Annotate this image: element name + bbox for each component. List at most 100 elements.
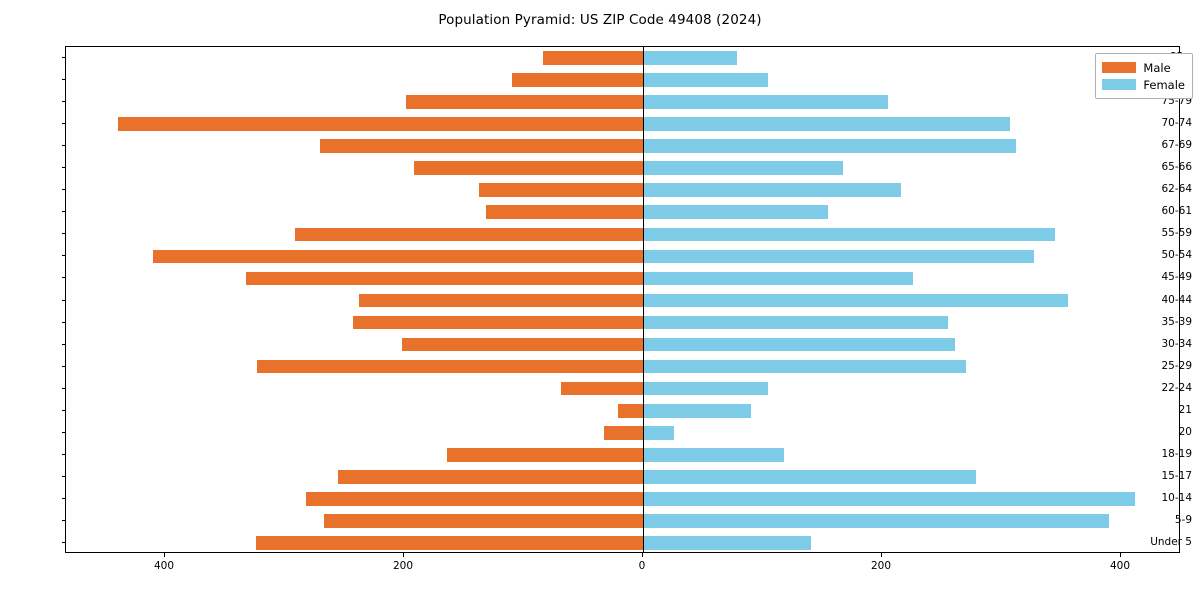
y-tick-mark <box>61 299 65 301</box>
legend-swatch-male <box>1102 62 1137 73</box>
bar-row <box>66 315 1179 330</box>
legend-item-female[interactable]: Female <box>1102 76 1185 93</box>
bar-male-30-34 <box>401 337 643 352</box>
y-tick-mark <box>61 409 65 411</box>
y-tick-mark <box>61 145 65 147</box>
y-tick-mark <box>61 519 65 521</box>
bar-female-70-74 <box>643 117 1010 131</box>
y-tick-label-18-19: 18-19 <box>1161 447 1192 460</box>
bar-row <box>66 447 1179 462</box>
y-tick-label-21: 21 <box>1178 403 1192 416</box>
bar-male-under-5 <box>255 536 643 550</box>
y-tick-label-30-34: 30-34 <box>1161 337 1192 350</box>
bar-row <box>66 359 1179 374</box>
y-tick-mark <box>61 431 65 433</box>
x-tick-mark <box>403 553 404 557</box>
y-tick-mark <box>61 189 65 191</box>
y-tick-label-22-24: 22-24 <box>1161 381 1192 394</box>
bar-male-18-19 <box>447 447 643 462</box>
x-tick-mark <box>881 553 882 557</box>
bar-male-35-39 <box>352 315 643 330</box>
y-tick-mark <box>61 453 65 455</box>
bar-row <box>66 492 1179 506</box>
bar-male-25-29 <box>257 359 643 374</box>
bar-row <box>66 183 1179 198</box>
x-tick-mark <box>642 553 643 557</box>
plot-area <box>65 46 1180 553</box>
bar-male-45-49 <box>246 271 643 286</box>
y-tick-label-35-39: 35-39 <box>1161 315 1192 328</box>
bar-female-67-69 <box>643 139 1016 154</box>
bar-row <box>66 381 1179 396</box>
y-tick-label-under-5: Under 5 <box>1150 535 1192 548</box>
y-tick-mark <box>61 321 65 323</box>
x-tick-label: 0 <box>638 560 646 572</box>
bar-row <box>66 161 1179 176</box>
bar-row <box>66 205 1179 220</box>
bar-row <box>66 337 1179 352</box>
bar-row <box>66 95 1179 109</box>
bar-row <box>66 227 1179 242</box>
y-tick-mark <box>61 233 65 235</box>
bar-female-40-44 <box>643 293 1069 308</box>
bar-female-85- <box>643 51 738 65</box>
bar-row <box>66 403 1179 418</box>
y-tick-mark <box>61 79 65 81</box>
bar-female-5-9 <box>643 514 1110 528</box>
bar-female-80-84 <box>643 73 769 87</box>
y-tick-mark <box>61 255 65 257</box>
bar-row <box>66 514 1179 528</box>
y-tick-mark <box>61 277 65 279</box>
legend-item-male[interactable]: Male <box>1102 59 1185 76</box>
y-tick-mark <box>61 343 65 345</box>
y-tick-label-15-17: 15-17 <box>1161 469 1192 482</box>
legend-label-female: Female <box>1143 77 1185 92</box>
bar-male-21 <box>617 403 643 418</box>
bar-female-45-49 <box>643 271 914 286</box>
bar-male-60-61 <box>486 205 643 220</box>
bar-male-5-9 <box>323 514 643 528</box>
bar-male-15-17 <box>338 470 643 484</box>
y-tick-mark <box>61 475 65 477</box>
bar-female-30-34 <box>643 337 955 352</box>
bar-female-62-64 <box>643 183 902 198</box>
x-tick-mark <box>164 553 165 557</box>
bar-female-50-54 <box>643 249 1034 264</box>
y-tick-mark <box>61 541 65 543</box>
y-tick-label-55-59: 55-59 <box>1161 227 1192 240</box>
y-tick-label-45-49: 45-49 <box>1161 271 1192 284</box>
y-tick-label-65-66: 65-66 <box>1161 161 1192 174</box>
bar-male-65-66 <box>413 161 643 176</box>
y-tick-label-62-64: 62-64 <box>1161 183 1192 196</box>
y-tick-mark <box>61 57 65 59</box>
bar-row <box>66 73 1179 87</box>
bar-female-20 <box>643 425 675 440</box>
bar-row <box>66 117 1179 131</box>
bar-male-75-79 <box>406 95 643 109</box>
x-tick-label: 200 <box>392 560 414 572</box>
y-tick-mark <box>61 497 65 499</box>
bar-male-62-64 <box>479 183 643 198</box>
bar-male-40-44 <box>358 293 643 308</box>
bars-layer <box>66 47 1179 552</box>
bar-row <box>66 425 1179 440</box>
bar-male-10-14 <box>306 492 643 506</box>
bar-male-80-84 <box>511 73 643 87</box>
y-tick-mark <box>61 167 65 169</box>
y-tick-label-25-29: 25-29 <box>1161 359 1192 372</box>
y-tick-label-5-9: 5-9 <box>1174 513 1192 526</box>
bar-row <box>66 470 1179 484</box>
bar-male-50-54 <box>153 249 643 264</box>
y-tick-label-70-74: 70-74 <box>1161 117 1192 130</box>
legend-swatch-female <box>1102 79 1137 90</box>
y-tick-mark <box>61 387 65 389</box>
y-tick-mark <box>61 101 65 103</box>
bar-male-20 <box>603 425 643 440</box>
bar-row <box>66 293 1179 308</box>
bar-female-60-61 <box>643 205 829 220</box>
chart-title: Population Pyramid: US ZIP Code 49408 (2… <box>438 12 762 28</box>
bar-male-70-74 <box>118 117 643 131</box>
y-tick-label-67-69: 67-69 <box>1161 139 1192 152</box>
zero-axis-line <box>643 47 645 552</box>
x-tick-label: 200 <box>870 560 892 572</box>
